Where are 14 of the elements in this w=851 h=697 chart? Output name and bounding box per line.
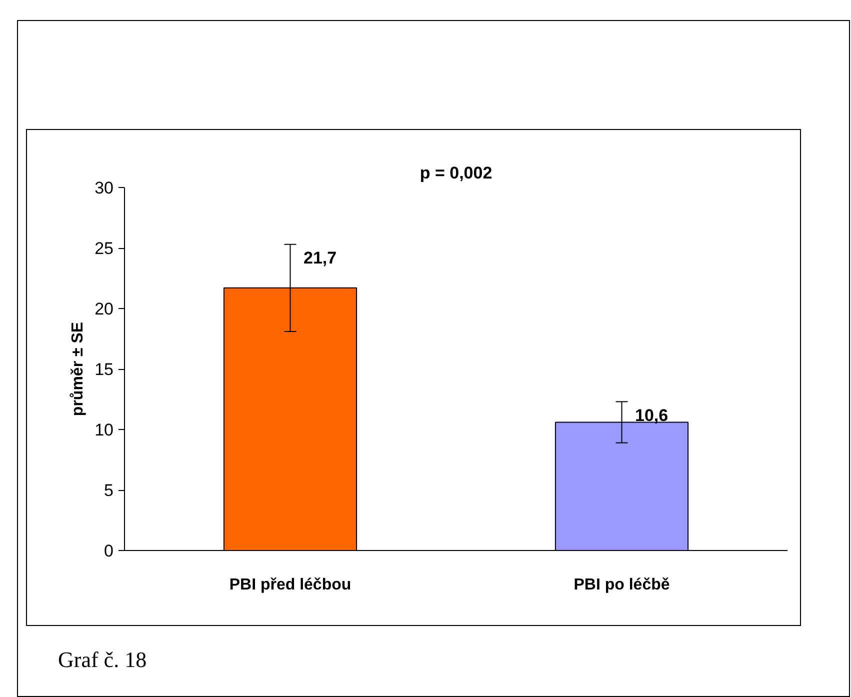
y-tick-label: 10 [94, 420, 114, 440]
y-tick-label: 20 [94, 300, 114, 318]
y-tick-label: 30 [94, 178, 114, 198]
y-tick-label: 5 [104, 481, 114, 500]
y-tick-label: 0 [104, 542, 114, 560]
x-tick-label: PBI po léčbě [574, 576, 670, 594]
x-tick-label: PBI před léčbou [229, 576, 352, 594]
y-tick-label: 25 [94, 239, 114, 258]
data-label: 10,6 [635, 406, 668, 425]
y-tick-label: 15 [94, 360, 114, 379]
data-label: 21,7 [304, 248, 337, 268]
y-axis-title: průměr ± SE [70, 322, 87, 416]
text: Graf č. 18 [58, 646, 147, 674]
text: p = 0,002 [420, 164, 492, 182]
